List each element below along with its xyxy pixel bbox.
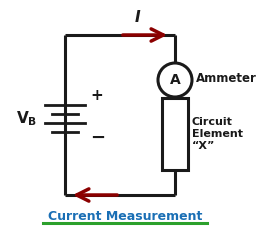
Text: I: I bbox=[134, 10, 140, 25]
Text: +: + bbox=[90, 88, 103, 103]
Text: Ammeter: Ammeter bbox=[196, 72, 257, 84]
Text: Circuit: Circuit bbox=[192, 117, 233, 127]
Text: Current Measurement: Current Measurement bbox=[48, 210, 202, 223]
Text: “X”: “X” bbox=[192, 141, 215, 151]
Text: $\mathbf{V_B}$: $\mathbf{V_B}$ bbox=[16, 109, 37, 128]
Circle shape bbox=[158, 63, 192, 97]
Bar bbox=[162, 98, 188, 170]
Text: Element: Element bbox=[192, 129, 243, 139]
Text: −: − bbox=[90, 128, 105, 146]
Text: A: A bbox=[170, 73, 180, 87]
